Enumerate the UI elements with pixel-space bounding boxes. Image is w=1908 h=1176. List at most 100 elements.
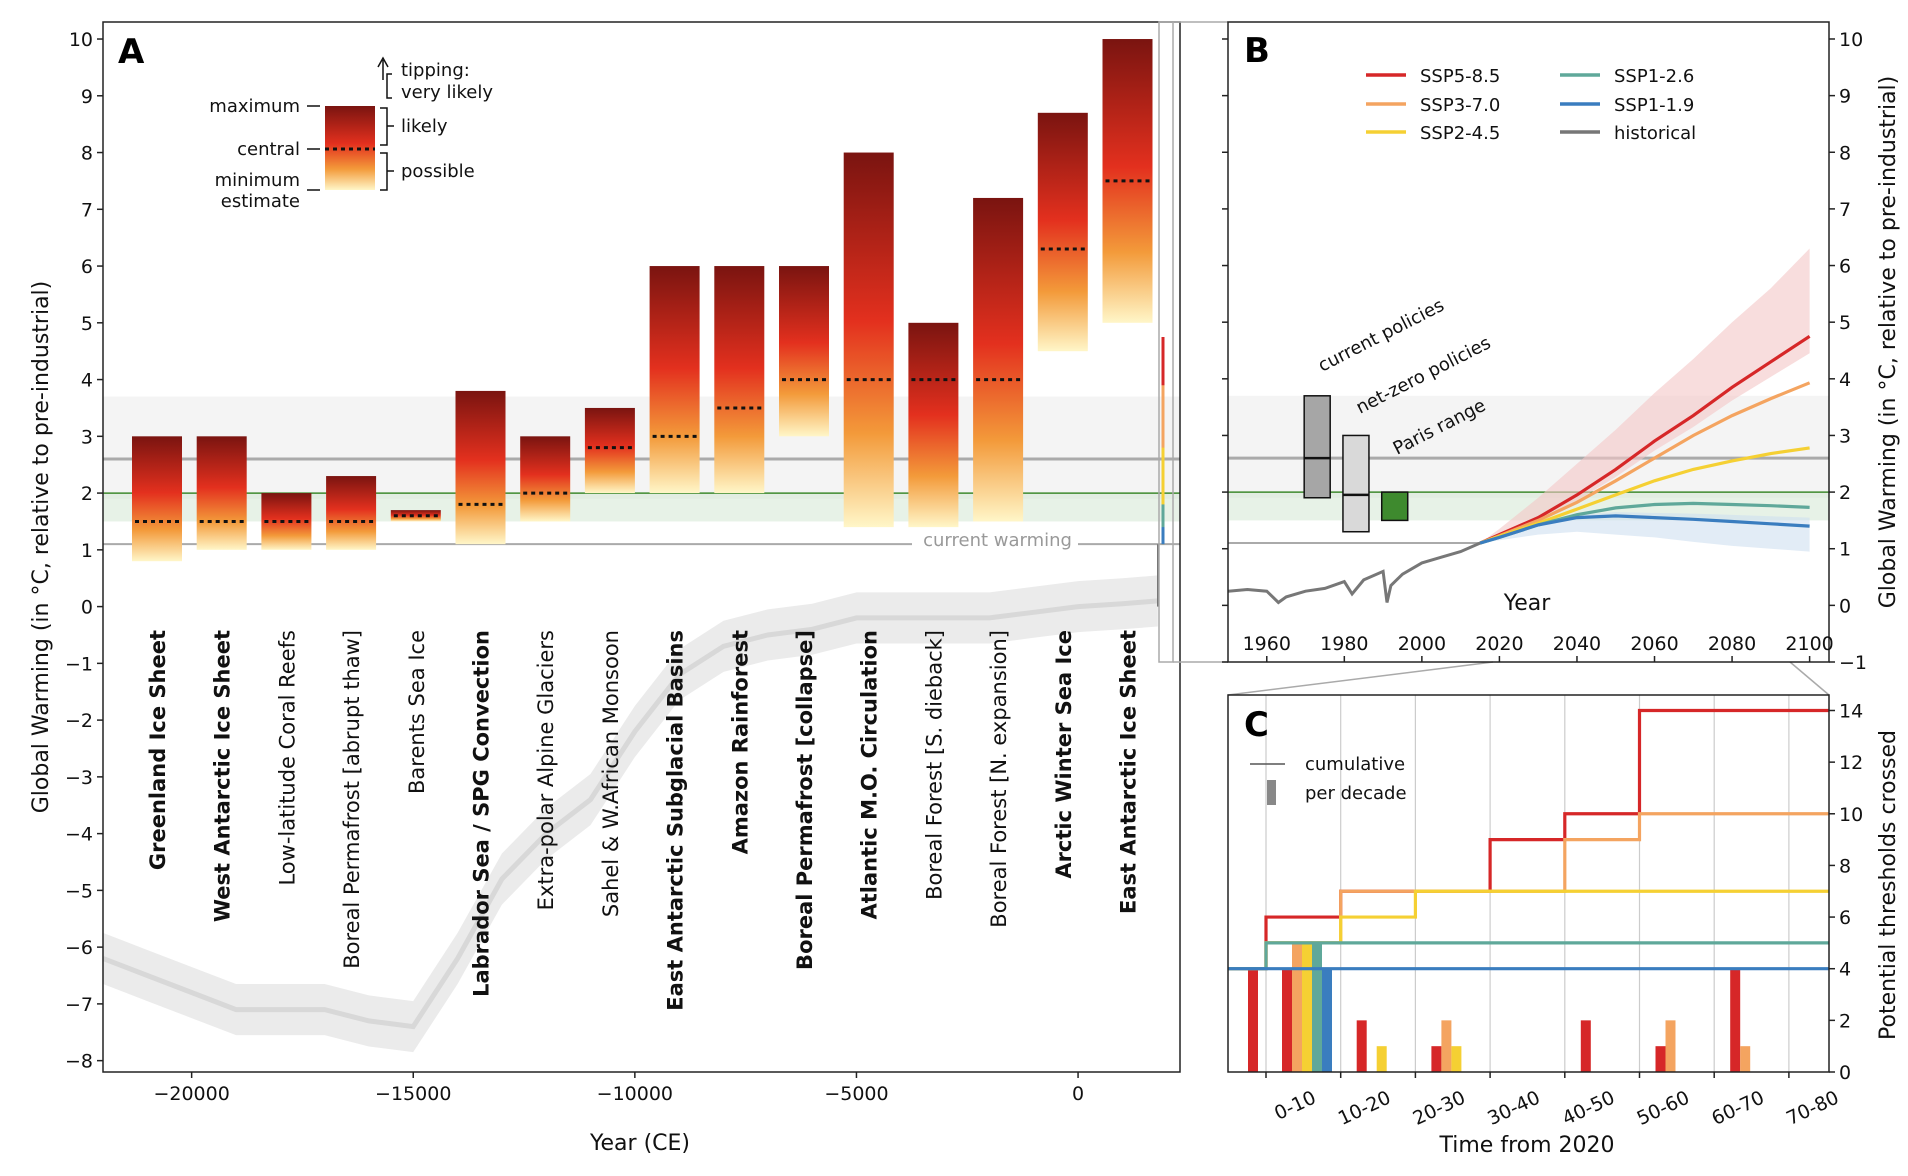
tipping-element-label: Boreal Permafrost [collapse] bbox=[793, 630, 817, 970]
x-tick-label: 2060 bbox=[1630, 633, 1678, 655]
x-tick-label: −10000 bbox=[597, 1083, 673, 1105]
y-tick-label: 4 bbox=[1839, 959, 1851, 981]
per-decade-bar bbox=[1282, 968, 1292, 1072]
panel-b-letter: B bbox=[1244, 31, 1270, 71]
tipping-bar bbox=[1037, 112, 1088, 352]
x-tick-label: 40-50 bbox=[1559, 1087, 1618, 1130]
y-tick-label: 1 bbox=[81, 540, 93, 562]
paleo-uncertainty-band bbox=[103, 575, 1158, 1053]
x-tick-label: 0 bbox=[1072, 1083, 1084, 1105]
y-tick-label: 2 bbox=[81, 483, 93, 505]
legend-tipping: tipping: bbox=[401, 60, 470, 81]
series-line bbox=[1479, 381, 1811, 545]
series-line bbox=[1479, 334, 1811, 545]
y-tick-label: 8 bbox=[81, 143, 93, 165]
per-decade-bar bbox=[1376, 1046, 1387, 1072]
legend-possible: possible bbox=[401, 161, 475, 182]
y-tick-label: 2 bbox=[1839, 482, 1851, 504]
tipping-bar bbox=[714, 266, 765, 494]
tipping-bar bbox=[261, 493, 312, 550]
y-tick-label: 7 bbox=[1839, 199, 1851, 221]
per-decade-bar bbox=[1655, 1046, 1666, 1072]
y-tick-label: 9 bbox=[81, 86, 93, 108]
x-tick-label: 2080 bbox=[1708, 633, 1756, 655]
panel-c-y-ticks: 0 2 4 6 8 10 12 14 bbox=[1829, 700, 1863, 1084]
per-decade-bar bbox=[1665, 1020, 1676, 1072]
y-tick-label: −3 bbox=[65, 767, 93, 789]
per-decade-bar bbox=[1441, 1020, 1452, 1072]
tipping-bar bbox=[584, 407, 635, 494]
panel-b-y-label: Global Warming (in °C, relative to pre-i… bbox=[1876, 76, 1901, 609]
legend-cumulative: cumulative bbox=[1305, 754, 1405, 775]
y-tick-label: 0 bbox=[1839, 595, 1851, 617]
tipping-element-label: East Antarctic Subglacial Basins bbox=[664, 630, 688, 1011]
panel-a-bars bbox=[132, 39, 1153, 562]
tipping-bar bbox=[649, 266, 700, 494]
per-decade-bar bbox=[1580, 1020, 1591, 1072]
cumulative-step-line bbox=[1228, 708, 1829, 971]
legend-label: SSP1-2.6 bbox=[1614, 66, 1694, 87]
legend-central: central bbox=[237, 139, 300, 160]
per-decade-bar bbox=[1356, 1020, 1367, 1072]
tipping-bar bbox=[779, 266, 829, 437]
tipping-element-label: Arctic Winter Sea Ice bbox=[1052, 630, 1076, 879]
x-tick-label: −20000 bbox=[153, 1083, 229, 1105]
y-tick-label: 10 bbox=[69, 29, 93, 51]
panel-a-y-ticks: −8 −7 −6 −5 −4 −3 −2 −1 0 1 2 3 4 5 6 7 8 9 10 bbox=[65, 29, 103, 1073]
x-tick-label: 2040 bbox=[1553, 633, 1601, 655]
tipping-element-label: Greenland Ice Sheet bbox=[146, 630, 170, 870]
panel-a-y-label: Global Warming (in °C, relative to pre-i… bbox=[29, 281, 54, 814]
legend-per-decade: per decade bbox=[1305, 783, 1407, 804]
panel-b-x-ticks: 1960 1980 2000 2020 2040 2060 2080 2100 bbox=[1243, 633, 1834, 662]
x-tick-label: 30-40 bbox=[1484, 1087, 1543, 1130]
y-tick-label: 14 bbox=[1839, 700, 1863, 722]
tipping-element-label: West Antarctic Ice Sheet bbox=[211, 630, 235, 922]
tipping-element-label: Extra-polar Alpine Glaciers bbox=[534, 630, 558, 910]
tipping-bar bbox=[1102, 39, 1153, 323]
x-tick-label: −5000 bbox=[824, 1083, 888, 1105]
y-tick-label: 2 bbox=[1839, 1010, 1851, 1032]
policy-box bbox=[1342, 434, 1370, 533]
per-decade-bar bbox=[1740, 1046, 1751, 1072]
y-tick-label: −6 bbox=[65, 937, 93, 959]
per-decade-bar bbox=[1248, 968, 1258, 1072]
panel-a: −8 −7 −6 −5 −4 −3 −2 −1 0 1 2 3 4 5 6 7 8 9 10 −20000 −1500… bbox=[29, 21, 1181, 1156]
y-tick-label: −4 bbox=[65, 824, 93, 846]
y-tick-label: 6 bbox=[1839, 907, 1851, 929]
x-tick-label: 10-20 bbox=[1335, 1087, 1394, 1130]
panel-c-letter: C bbox=[1244, 705, 1269, 745]
y-tick-label: −8 bbox=[65, 1051, 93, 1073]
tipping-element-label: Sahel & W.African Monsoon bbox=[599, 630, 623, 917]
panel-c: 0 2 4 6 8 10 12 14 0-10 10-20 20-30 30-40 40-50 50-6… bbox=[1227, 694, 1901, 1158]
legend-label: historical bbox=[1614, 123, 1696, 144]
y-tick-label: 7 bbox=[81, 199, 93, 221]
y-tick-label: 0 bbox=[1839, 1062, 1851, 1084]
panel-b-legend: SSP5-8.5 SSP3-7.0 SSP2-4.5 SSP1-2.6 SSP1-1.9… bbox=[1366, 66, 1696, 144]
panel-b-x-label: Year bbox=[1503, 591, 1552, 616]
paleo-temperature-line bbox=[103, 598, 1159, 1030]
y-tick-label: −7 bbox=[65, 994, 93, 1016]
panel-c-x-label: Time from 2020 bbox=[1438, 1133, 1614, 1158]
per-decade-bar bbox=[1292, 942, 1302, 1072]
legend-label: SSP5-8.5 bbox=[1420, 66, 1500, 87]
panel-a-x-ticks: −20000 −15000 −10000 −5000 0 bbox=[153, 1072, 1084, 1105]
per-decade-bar bbox=[1451, 1046, 1462, 1072]
legend-estimate: estimate bbox=[221, 191, 300, 212]
per-decade-bar bbox=[1312, 942, 1322, 1072]
y-tick-label: −1 bbox=[1839, 652, 1867, 674]
y-tick-label: 5 bbox=[1839, 312, 1851, 334]
x-tick-label: 2100 bbox=[1785, 633, 1833, 655]
y-tick-label: 4 bbox=[1839, 369, 1851, 391]
panel-a-x-label: Year (CE) bbox=[589, 1131, 690, 1156]
tipping-bar bbox=[843, 152, 894, 528]
panel-a-frame bbox=[102, 21, 1181, 1073]
y-tick-label: 3 bbox=[1839, 425, 1851, 447]
series-line bbox=[1228, 541, 1481, 605]
x-tick-label: 1980 bbox=[1320, 633, 1368, 655]
x-tick-label: 1960 bbox=[1243, 633, 1291, 655]
policy-box bbox=[1303, 395, 1331, 499]
legend-minimum: minimum bbox=[215, 170, 300, 191]
panel-b: −1 0 1 2 3 4 5 6 7 8 9 10 1960 1980 2000 2020 2040 2060 2… bbox=[1222, 21, 1901, 674]
tipping-element-label: Atlantic M.O. Circulation bbox=[858, 630, 882, 920]
